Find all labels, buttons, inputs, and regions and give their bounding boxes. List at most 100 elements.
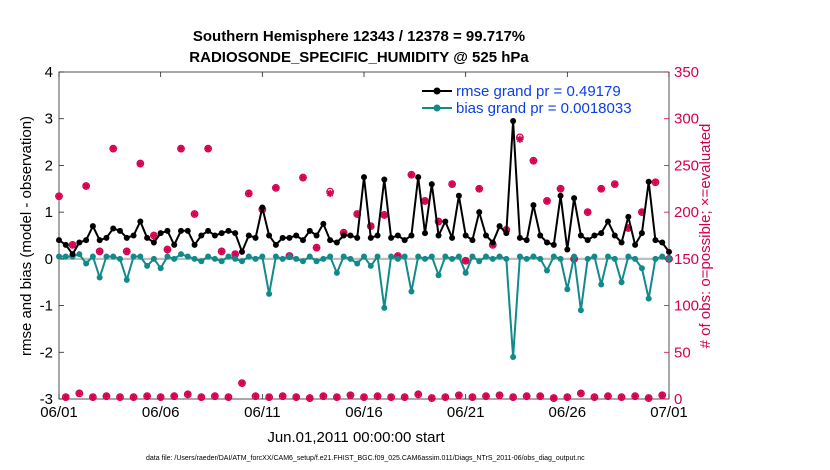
legend-bias-marker bbox=[433, 104, 441, 112]
bias-point bbox=[557, 255, 564, 262]
bias-point bbox=[598, 281, 605, 288]
obs-evaluated-marker bbox=[157, 393, 165, 401]
bias-series-layer bbox=[56, 251, 672, 360]
rmse-point bbox=[469, 237, 476, 244]
bias-point bbox=[577, 307, 584, 314]
bias-point bbox=[632, 255, 639, 262]
rmse-point bbox=[632, 241, 639, 248]
bias-point bbox=[435, 272, 442, 279]
rmse-point bbox=[62, 241, 69, 248]
left-axis-ticks: -3 -2 -1 0 1 2 3 4 bbox=[40, 64, 64, 408]
rmse-point bbox=[415, 174, 422, 181]
bias-point bbox=[198, 258, 205, 265]
bias-point bbox=[239, 258, 245, 265]
obs-evaluated-marker bbox=[550, 394, 558, 402]
bias-point bbox=[205, 253, 212, 260]
obs-evaluated-marker bbox=[319, 392, 327, 400]
rmse-point bbox=[564, 246, 571, 253]
bias-point bbox=[618, 279, 625, 286]
obs-evaluated-marker bbox=[306, 394, 314, 402]
obs-evaluated-marker bbox=[495, 391, 504, 399]
legend-rmse-marker bbox=[433, 87, 441, 95]
obs-evaluated-marker bbox=[441, 393, 449, 401]
obs-evaluated-marker bbox=[163, 245, 172, 254]
rmse-point bbox=[313, 232, 320, 239]
obs-evaluated-marker bbox=[367, 222, 375, 230]
y-axis-label-left: rmse and bias (model - observation) bbox=[18, 116, 35, 356]
bias-point bbox=[76, 251, 83, 258]
bias-point bbox=[171, 255, 178, 262]
right-tick-label: 250 bbox=[674, 157, 699, 174]
rmse-series-layer bbox=[56, 118, 672, 258]
bias-point bbox=[591, 253, 598, 260]
rmse-point bbox=[76, 239, 83, 246]
rmse-point bbox=[191, 241, 198, 248]
rmse-point bbox=[178, 227, 184, 234]
obs-evaluated-marker bbox=[448, 180, 456, 188]
rmse-point bbox=[571, 195, 578, 202]
chart-title-line1: Southern Hemisphere 12343 / 12378 = 99.7… bbox=[193, 28, 525, 45]
bias-point bbox=[408, 288, 415, 295]
obs-evaluated-marker bbox=[523, 392, 531, 400]
rmse-point bbox=[462, 232, 469, 239]
bias-point bbox=[96, 274, 103, 281]
rmse-point bbox=[394, 232, 401, 239]
rmse-point bbox=[69, 251, 76, 258]
bias-point bbox=[442, 253, 449, 260]
bias-point bbox=[564, 286, 571, 293]
obs-evaluated-marker bbox=[326, 189, 334, 198]
bias-point bbox=[266, 290, 273, 297]
obs-evaluated-marker bbox=[272, 184, 280, 192]
bias-point bbox=[544, 267, 550, 274]
left-tick-label: 4 bbox=[45, 64, 53, 81]
bias-point bbox=[306, 253, 313, 260]
bias-point bbox=[164, 253, 171, 260]
obs-evaluated-marker bbox=[631, 392, 639, 400]
bias-point bbox=[605, 253, 611, 260]
obs-evaluated-marker bbox=[475, 185, 483, 193]
rmse-point bbox=[245, 232, 252, 239]
obs-evaluated-marker bbox=[584, 208, 592, 216]
legend-bias-label: bias grand pr = 0.0018033 bbox=[456, 100, 632, 117]
rmse-point bbox=[279, 234, 286, 241]
rmse-point bbox=[381, 176, 388, 183]
rmse-point bbox=[645, 178, 652, 185]
rmse-point bbox=[550, 241, 557, 248]
bias-point bbox=[571, 253, 578, 260]
rmse-point bbox=[598, 230, 605, 237]
rmse-point bbox=[164, 227, 171, 234]
obs-evaluated-marker bbox=[604, 392, 612, 400]
obs-evaluated-marker bbox=[617, 393, 626, 401]
bias-point bbox=[381, 304, 388, 311]
obs-evaluated-marker bbox=[75, 389, 83, 397]
bias-point bbox=[652, 255, 659, 262]
bias-point bbox=[89, 253, 96, 260]
obs-evaluated-marker bbox=[462, 257, 470, 265]
rmse-point bbox=[584, 237, 591, 244]
rmse-point bbox=[171, 241, 178, 248]
rmse-point bbox=[117, 227, 123, 234]
obs-evaluated-marker bbox=[190, 210, 199, 218]
obs-evaluated-marker bbox=[245, 189, 253, 198]
obs-evaluated-marker bbox=[577, 389, 585, 397]
bias-point bbox=[130, 253, 137, 260]
rmse-point bbox=[666, 248, 672, 255]
bias-point bbox=[293, 255, 300, 262]
obs-evaluated-marker bbox=[401, 393, 409, 401]
bias-point bbox=[388, 253, 395, 260]
bias-point bbox=[516, 253, 523, 260]
bias-point bbox=[394, 255, 401, 262]
bias-point bbox=[361, 253, 367, 260]
x-tick-label: 06/06 bbox=[142, 404, 180, 421]
obs-evaluated-marker bbox=[543, 197, 551, 205]
right-tick-label: 0 bbox=[674, 391, 682, 408]
obs-evaluated-marker bbox=[299, 173, 307, 182]
left-tick-label: 1 bbox=[45, 204, 53, 221]
bias-point bbox=[56, 253, 62, 260]
rmse-point bbox=[367, 234, 374, 241]
bias-point bbox=[428, 253, 435, 260]
rmse-point bbox=[198, 232, 205, 239]
rmse-point bbox=[157, 230, 164, 237]
rmse-point bbox=[144, 234, 151, 241]
